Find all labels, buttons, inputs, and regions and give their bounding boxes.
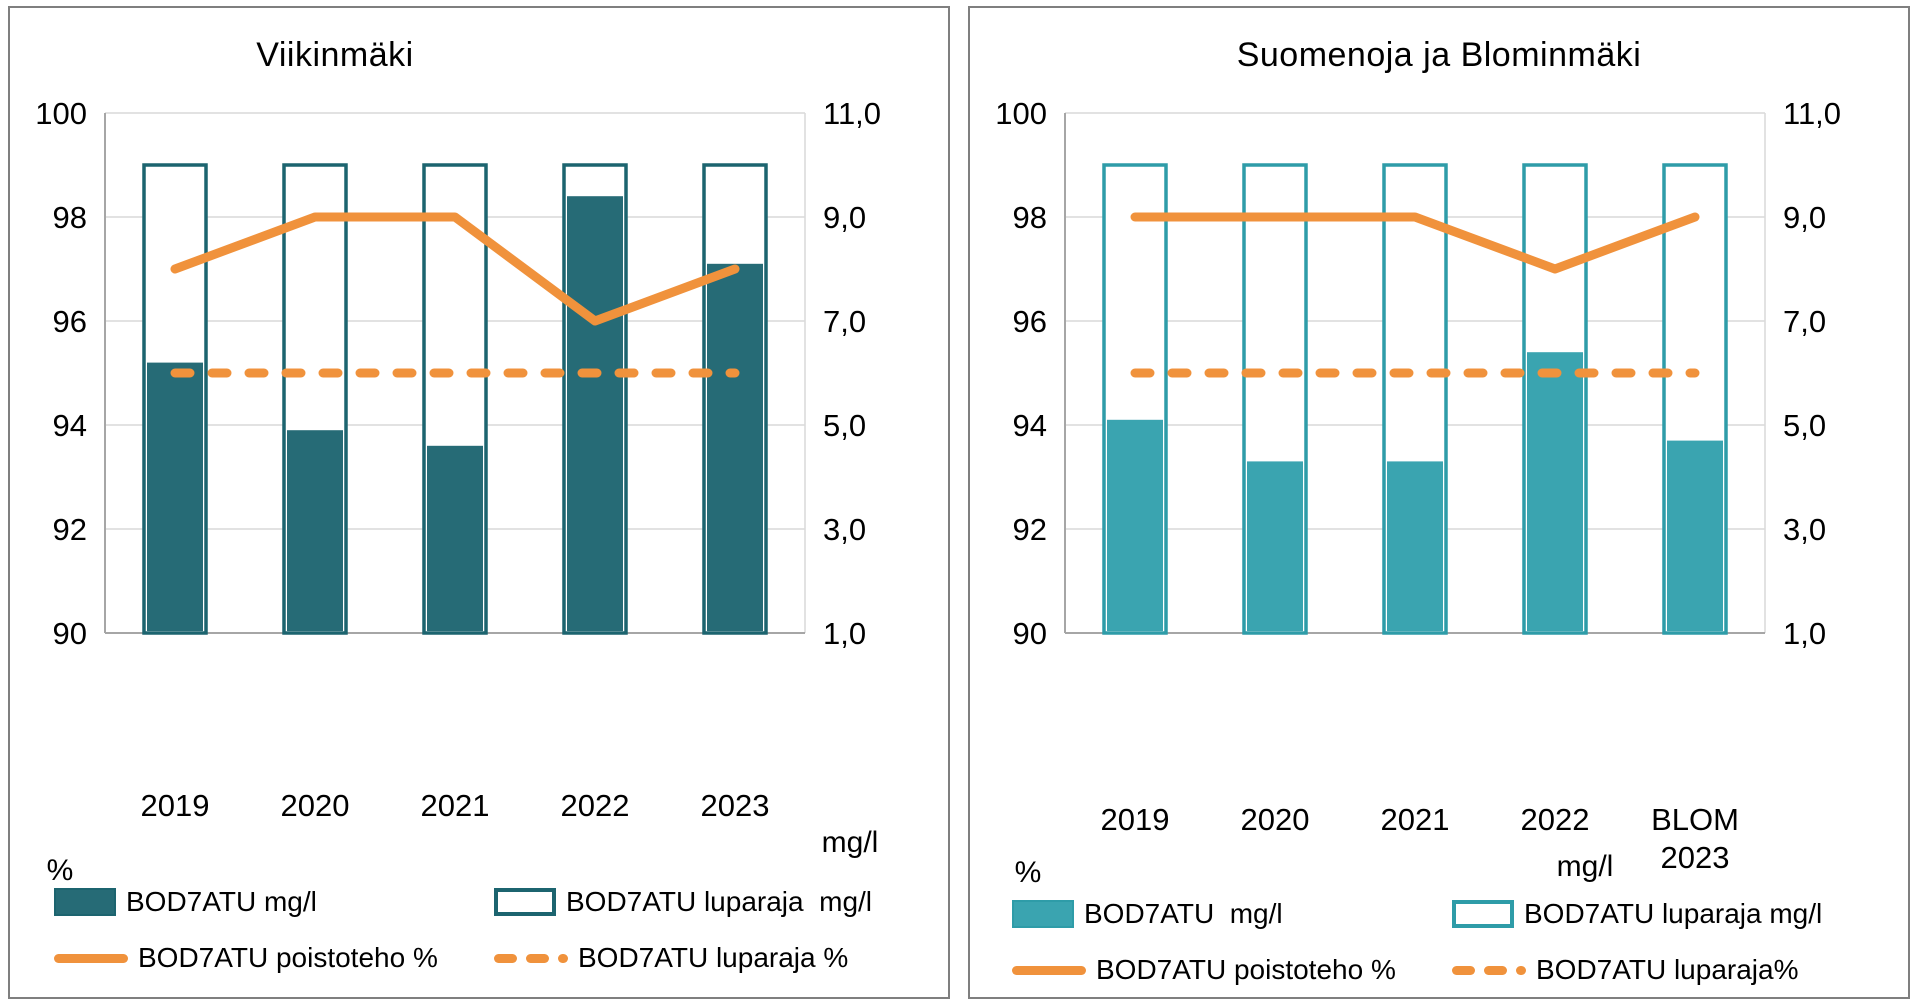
x-axis-category-label: 2020: [281, 788, 350, 823]
x-axis-category-label: 2022: [1521, 802, 1590, 837]
right-axis-tick-label: 11,0: [1783, 96, 1841, 131]
right-axis-tick-label: 5,0: [823, 408, 866, 443]
right-axis-tick-label: 7,0: [1783, 304, 1826, 339]
legend-item-luparaja-pct: BOD7ATU luparaja%: [1452, 954, 1822, 986]
value-bar-2019: [1107, 419, 1163, 631]
left-axis-tick-label: 92: [1013, 512, 1047, 547]
value-bar-2020: [287, 430, 343, 631]
chart-panel-viikinmaki: Viikinmäki 90 92 94 96 98 100 1,0 3,0 5,0 7,0 9,0 1…: [8, 6, 950, 999]
legend-label: BOD7ATU poistoteho %: [1096, 954, 1396, 985]
right-axis-tick-label: 1,0: [1783, 616, 1826, 651]
x-axis-category-label: 2020: [1241, 802, 1310, 837]
x-axis-category-label: 2023: [1661, 840, 1730, 875]
chart-legend: BOD7ATU mg/l BOD7ATU luparaja mg/l BOD7A…: [54, 886, 872, 974]
right-axis-tick-label: 9,0: [823, 200, 866, 235]
chart-panel-suomenoja-blominmaki: Suomenoja ja Blominmäki 90 92 94 96 98 100 1,0…: [968, 6, 1910, 999]
left-axis-tick-label: 94: [53, 408, 87, 443]
right-axis-tick-label: 3,0: [1783, 512, 1826, 547]
suomenoja-plot: 90 92 94 96 98 100 1,0 3,0 5,0 7,0 9,0 11,0 2019 2020…: [995, 96, 1841, 889]
left-axis-tick-label: 100: [35, 96, 87, 131]
value-bar-BLOM 2023: [1667, 440, 1723, 631]
percent-axis-caption: %: [1015, 856, 1042, 889]
legend-label: BOD7ATU luparaja mg/l: [1524, 898, 1823, 929]
value-bar-2023: [707, 263, 763, 631]
x-axis-category-label: 2022: [561, 788, 630, 823]
filled-bar-swatch: [54, 888, 116, 916]
right-axis-tick-label: 3,0: [823, 512, 866, 547]
right-axis-tick-label: 5,0: [1783, 408, 1826, 443]
right-axis-tick-label: 1,0: [823, 616, 866, 651]
legend-item-bod7atu-mgl: BOD7ATU mg/l: [54, 886, 494, 918]
dashed-line-swatch: [1452, 965, 1526, 975]
outlined-bar-swatch: [1452, 900, 1514, 928]
legend-item-bod7atu-mgl: BOD7ATU mg/l: [1012, 898, 1452, 930]
legend-item-luparaja-mgl: BOD7ATU luparaja mg/l: [1452, 898, 1822, 930]
mgl-axis-caption: mg/l: [1557, 850, 1614, 883]
legend-label: BOD7ATU mg/l: [126, 886, 317, 917]
value-bar-2021: [1387, 461, 1443, 631]
left-axis-tick-label: 98: [1013, 200, 1047, 235]
value-bar-2019: [147, 362, 203, 631]
value-bar-2022: [567, 196, 623, 631]
solid-line-swatch: [54, 953, 128, 963]
poistoteho-percent-line: [170, 212, 740, 326]
legend-label: BOD7ATU poistoteho %: [138, 942, 438, 973]
solid-line-swatch: [1012, 965, 1086, 975]
mgl-axis-caption: mg/l: [822, 826, 879, 859]
x-axis-category-label: 2019: [141, 788, 210, 823]
x-axis-category-label: 2023: [701, 788, 770, 823]
value-bar-2020: [1247, 461, 1303, 631]
left-axis-tick-label: 98: [53, 200, 87, 235]
x-axis-category-label: 2021: [421, 788, 490, 823]
left-axis-tick-label: 90: [53, 616, 87, 651]
left-axis-tick-label: 96: [53, 304, 87, 339]
x-axis-category-label: BLOM: [1651, 802, 1739, 837]
value-bar-2021: [427, 445, 483, 631]
left-axis-tick-label: 94: [1013, 408, 1047, 443]
legend-label: BOD7ATU luparaja %: [578, 942, 849, 973]
legend-item-poistoteho: BOD7ATU poistoteho %: [54, 942, 494, 974]
chart-title-viikinmaki: Viikinmäki: [256, 36, 414, 74]
left-axis-tick-label: 90: [1013, 616, 1047, 651]
chart-title-suomenoja: Suomenoja ja Blominmäki: [1236, 36, 1642, 74]
left-axis-tick-label: 96: [1013, 304, 1047, 339]
right-axis-tick-label: 7,0: [823, 304, 866, 339]
left-axis-tick-label: 92: [53, 512, 87, 547]
legend-label: BOD7ATU mg/l: [1084, 898, 1283, 929]
value-bar-2022: [1527, 352, 1583, 631]
legend-item-luparaja-pct: BOD7ATU luparaja %: [494, 942, 872, 974]
poistoteho-percent-line: [1130, 212, 1700, 274]
filled-bar-swatch: [1012, 900, 1074, 928]
left-axis-tick-label: 100: [995, 96, 1047, 131]
legend-item-luparaja-mgl: BOD7ATU luparaja mg/l: [494, 886, 872, 918]
chart-legend: BOD7ATU mg/l BOD7ATU luparaja mg/l BOD7A…: [1012, 898, 1822, 986]
dashed-line-swatch: [494, 953, 568, 963]
outlined-bar-swatch: [494, 888, 556, 916]
right-axis-tick-label: 9,0: [1783, 200, 1826, 235]
legend-label: BOD7ATU luparaja%: [1536, 954, 1799, 985]
viikinmaki-plot: 90 92 94 96 98 100 1,0 3,0 5,0 7,0 9,0 11,0 2019 2020…: [35, 96, 881, 887]
right-axis-tick-label: 11,0: [823, 96, 881, 131]
x-axis-category-label: 2019: [1101, 802, 1170, 837]
legend-item-poistoteho: BOD7ATU poistoteho %: [1012, 954, 1452, 986]
x-axis-category-label: 2021: [1381, 802, 1450, 837]
legend-label: BOD7ATU luparaja mg/l: [566, 886, 873, 917]
percent-axis-caption: %: [47, 854, 74, 887]
